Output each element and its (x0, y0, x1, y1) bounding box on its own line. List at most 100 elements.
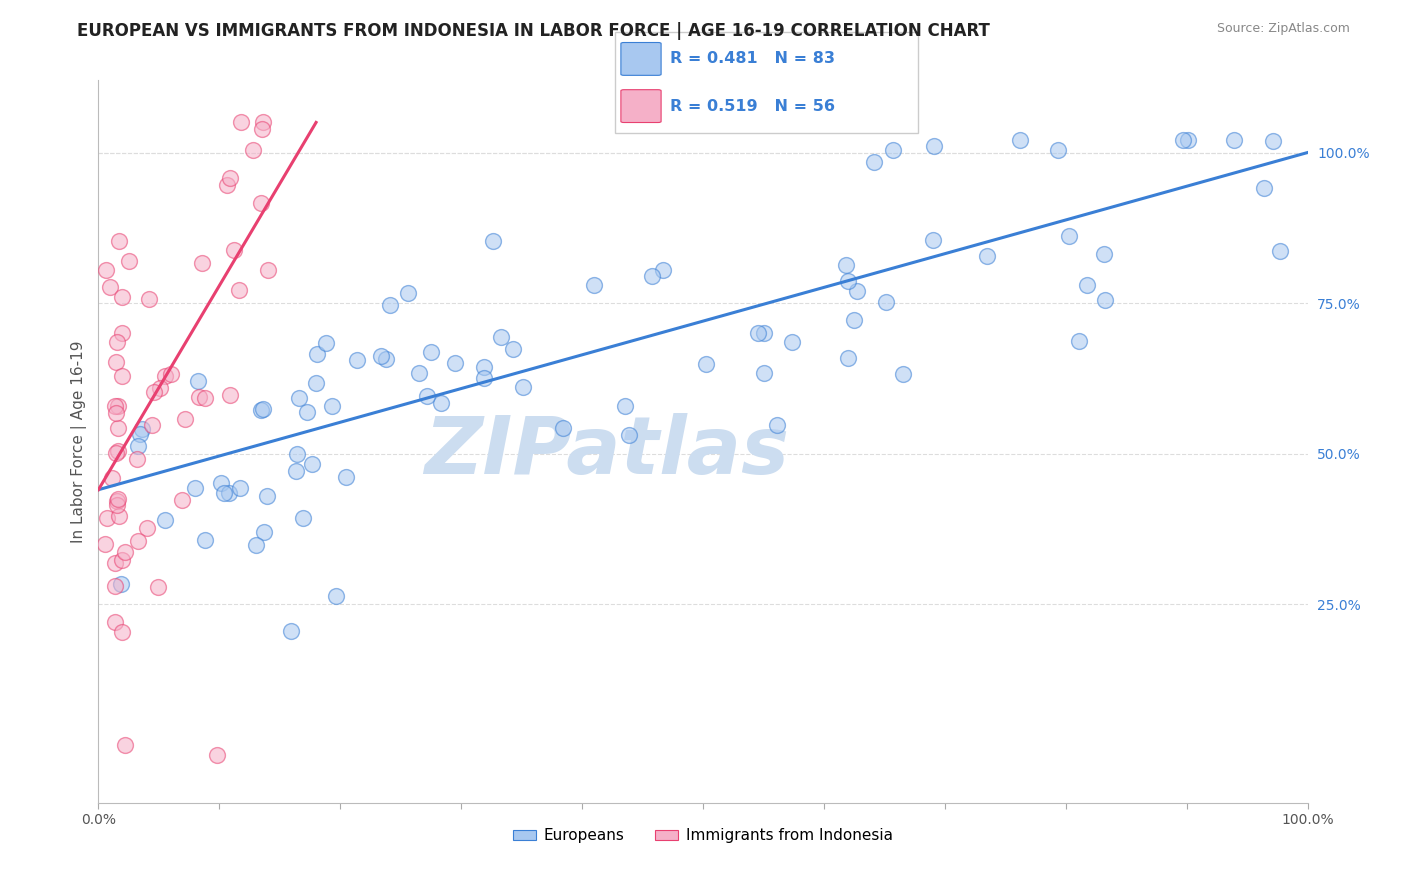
Point (105, 406, 128, 420)
Point (104, 615, 127, 629)
Point (212, 486, 235, 500)
Point (160, 367, 183, 381)
Point (695, 358, 717, 372)
Point (922, 139, 945, 153)
FancyBboxPatch shape (614, 32, 918, 133)
Point (1057, 229, 1080, 244)
Point (321, 399, 343, 413)
Point (107, 491, 129, 506)
Point (444, 356, 467, 370)
Point (105, 499, 128, 513)
Point (114, 545, 136, 559)
Point (108, 234, 131, 248)
Point (835, 258, 858, 272)
Point (921, 233, 943, 247)
Point (141, 418, 163, 433)
Point (146, 580, 169, 594)
Point (218, 486, 240, 500)
Point (765, 418, 787, 433)
Point (188, 390, 211, 404)
Point (583, 277, 606, 292)
Point (250, 402, 273, 417)
Point (1094, 293, 1116, 308)
Point (474, 360, 496, 375)
Text: R = 0.481   N = 83: R = 0.481 N = 83 (671, 52, 835, 66)
Point (110, 576, 132, 591)
Point (285, 446, 308, 460)
Point (187, 375, 209, 389)
Point (370, 349, 392, 363)
Point (111, 624, 134, 639)
Point (231, 115, 253, 129)
Point (291, 511, 314, 525)
Point (1092, 246, 1115, 260)
Point (408, 366, 430, 380)
Point (155, 512, 177, 526)
Point (893, 368, 915, 382)
Point (245, 538, 267, 552)
Point (976, 249, 998, 263)
Point (104, 556, 127, 570)
Point (250, 122, 273, 136)
Point (1069, 334, 1091, 348)
Point (305, 346, 328, 360)
Point (224, 243, 246, 257)
Point (754, 326, 776, 340)
Point (1010, 133, 1032, 147)
Point (131, 422, 153, 436)
Point (619, 428, 641, 442)
Point (107, 399, 129, 413)
Point (257, 263, 280, 277)
Y-axis label: In Labor Force | Age 16-19: In Labor Force | Age 16-19 (72, 340, 87, 543)
Point (153, 368, 176, 383)
Point (374, 352, 396, 367)
Point (191, 255, 214, 269)
Point (837, 273, 859, 287)
Point (502, 342, 524, 356)
Point (315, 335, 337, 350)
Point (553, 420, 575, 434)
Point (837, 351, 859, 365)
Point (149, 380, 172, 394)
Point (430, 395, 453, 409)
Point (107, 444, 129, 458)
Point (1261, 134, 1284, 148)
Point (780, 335, 803, 350)
FancyBboxPatch shape (621, 90, 661, 122)
Point (111, 290, 134, 304)
Point (482, 234, 505, 248)
Point (98, 279, 121, 293)
Point (114, 739, 136, 753)
Point (346, 353, 368, 368)
Point (415, 388, 437, 402)
Point (101, 471, 124, 485)
Point (285, 464, 308, 478)
Point (845, 284, 868, 298)
Point (256, 489, 278, 503)
Point (104, 399, 127, 413)
Point (252, 524, 274, 539)
Point (143, 384, 166, 399)
Point (882, 144, 904, 158)
Point (420, 344, 443, 359)
Point (228, 284, 250, 298)
Point (96, 511, 118, 525)
Point (135, 521, 157, 535)
Point (875, 294, 897, 309)
Point (1177, 133, 1199, 147)
Point (325, 590, 347, 604)
Point (1076, 277, 1098, 292)
Point (209, 475, 232, 490)
Legend: Europeans, Immigrants from Indonesia: Europeans, Immigrants from Indonesia (508, 822, 898, 849)
Point (1253, 181, 1275, 195)
Point (295, 405, 318, 419)
Point (228, 481, 250, 495)
Point (862, 154, 884, 169)
Point (301, 457, 323, 471)
Point (1171, 133, 1194, 147)
Point (252, 115, 274, 129)
Point (94, 263, 117, 277)
Point (138, 292, 160, 306)
Text: R = 0.519   N = 56: R = 0.519 N = 56 (671, 99, 835, 113)
Point (489, 329, 512, 343)
